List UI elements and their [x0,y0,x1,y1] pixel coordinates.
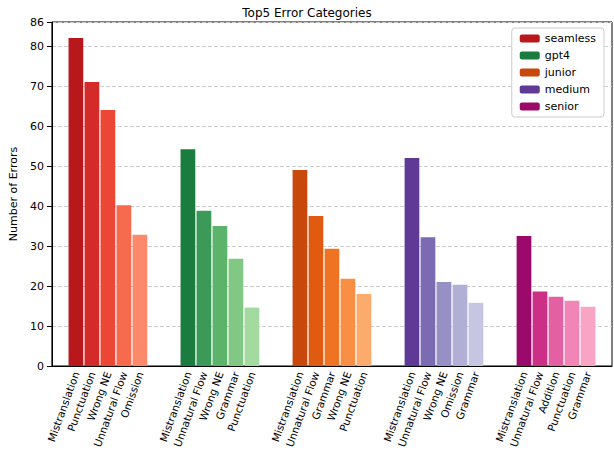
svg-text:Punctuation: Punctuation [64,369,98,433]
svg-text:Unnatural Flow: Unnatural Flow [283,369,322,449]
svg-text:Wrong NE: Wrong NE [420,369,450,423]
svg-text:Wrong NE: Wrong NE [324,369,354,423]
svg-text:Unnatural Flow: Unnatural Flow [171,369,210,449]
svg-text:junior: junior [544,66,577,79]
svg-text:Mistranslation: Mistranslation [269,369,306,444]
svg-text:gpt4: gpt4 [545,49,570,62]
svg-text:Wrong NE: Wrong NE [196,369,226,423]
svg-text:Mistranslation: Mistranslation [493,369,530,444]
svg-text:30: 30 [30,240,44,253]
svg-text:Mistranslation: Mistranslation [157,369,194,444]
svg-text:10: 10 [30,320,44,333]
svg-text:Grammar: Grammar [565,369,594,421]
svg-text:Punctuation: Punctuation [337,370,370,433]
svg-text:Unnatural Flow: Unnatural Flow [395,369,434,449]
svg-text:Addition: Addition [535,369,562,415]
svg-text:Grammar: Grammar [213,369,242,422]
svg-text:Unnatural Flow: Unnatural Flow [91,369,130,449]
svg-text:medium: medium [545,83,590,96]
svg-text:70: 70 [30,80,44,93]
svg-text:Unnatural Flow: Unnatural Flow [507,369,546,449]
svg-text:Wrong NE: Wrong NE [84,369,114,423]
svg-text:Mistranslation: Mistranslation [45,369,82,444]
svg-text:Grammar: Grammar [309,369,338,422]
svg-text:Mistranslation: Mistranslation [381,369,418,444]
svg-text:Grammar: Grammar [453,369,482,421]
svg-text:86: 86 [30,16,44,29]
svg-text:senior: senior [545,100,579,113]
svg-text:Number of Errors: Number of Errors [7,147,20,242]
svg-text:40: 40 [30,200,44,213]
svg-text:Punctuation: Punctuation [225,370,258,433]
svg-text:Omission: Omission [437,369,466,420]
svg-text:20: 20 [30,280,44,293]
svg-text:Punctuation: Punctuation [545,369,578,433]
svg-text:60: 60 [30,120,44,133]
svg-text:Omission: Omission [118,370,146,420]
svg-text:Top5 Error Categories: Top5 Error Categories [241,6,371,20]
svg-text:80: 80 [30,40,44,53]
svg-text:0: 0 [37,360,44,373]
svg-text:50: 50 [30,160,44,173]
svg-text:seamless: seamless [545,32,597,45]
